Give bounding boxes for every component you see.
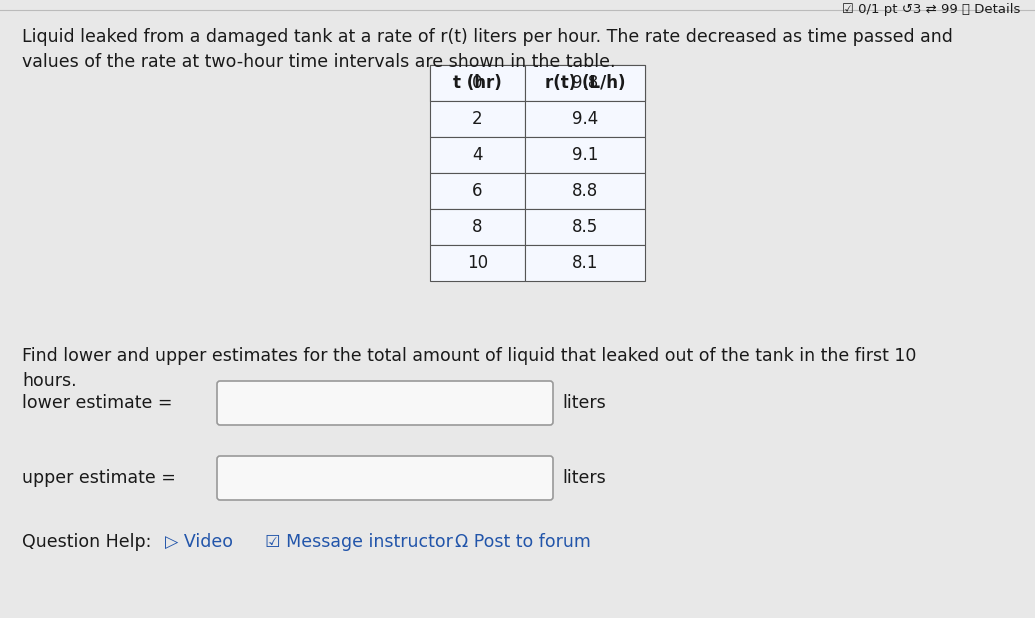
Text: 8.1: 8.1 [571, 254, 598, 272]
Bar [430, 209, 525, 245]
FancyBboxPatch shape [217, 381, 553, 425]
Text: Liquid leaked from a damaged tank at a rate of r(t) liters per hour. The rate de: Liquid leaked from a damaged tank at a r… [22, 28, 953, 46]
Text: values of the rate at two-hour time intervals are shown in the table.: values of the rate at two-hour time inte… [22, 53, 616, 71]
FancyBboxPatch shape [217, 456, 553, 500]
Text: hours.: hours. [22, 372, 77, 390]
Bar [525, 245, 645, 281]
Text: liters: liters [562, 469, 605, 487]
Text: liters: liters [562, 394, 605, 412]
Bar [525, 65, 645, 101]
Text: 9.1: 9.1 [571, 146, 598, 164]
Bar [430, 65, 525, 101]
Text: 8.8: 8.8 [572, 182, 598, 200]
Text: Question Help:: Question Help: [22, 533, 151, 551]
Bar [430, 137, 525, 173]
Text: 0: 0 [472, 74, 482, 92]
Bar [430, 245, 525, 281]
Text: lower estimate =: lower estimate = [22, 394, 173, 412]
Text: 9.4: 9.4 [572, 110, 598, 128]
Text: Find lower and upper estimates for the total amount of liquid that leaked out of: Find lower and upper estimates for the t… [22, 347, 916, 365]
Text: 2: 2 [472, 110, 482, 128]
Text: 10: 10 [467, 254, 489, 272]
Bar [430, 173, 525, 209]
Text: ☑ 0/1 pt ↺3 ⇄ 99 ⓘ Details: ☑ 0/1 pt ↺3 ⇄ 99 ⓘ Details [841, 3, 1021, 16]
Text: Ω Post to forum: Ω Post to forum [455, 533, 591, 551]
Bar [525, 173, 645, 209]
Text: ▷ Video: ▷ Video [165, 533, 233, 551]
Text: upper estimate =: upper estimate = [22, 469, 176, 487]
Text: r(t) (L/h): r(t) (L/h) [544, 74, 625, 92]
Text: 8.5: 8.5 [572, 218, 598, 236]
Bar [525, 209, 645, 245]
Text: 6: 6 [472, 182, 482, 200]
Text: t (hr): t (hr) [453, 74, 502, 92]
Text: ☑ Message instructor: ☑ Message instructor [265, 533, 453, 551]
Bar [430, 101, 525, 137]
Bar [525, 137, 645, 173]
Text: 8: 8 [472, 218, 482, 236]
Text: 9.8: 9.8 [572, 74, 598, 92]
Bar [525, 65, 645, 101]
Bar [430, 65, 525, 101]
Bar [525, 101, 645, 137]
Text: 4: 4 [472, 146, 482, 164]
